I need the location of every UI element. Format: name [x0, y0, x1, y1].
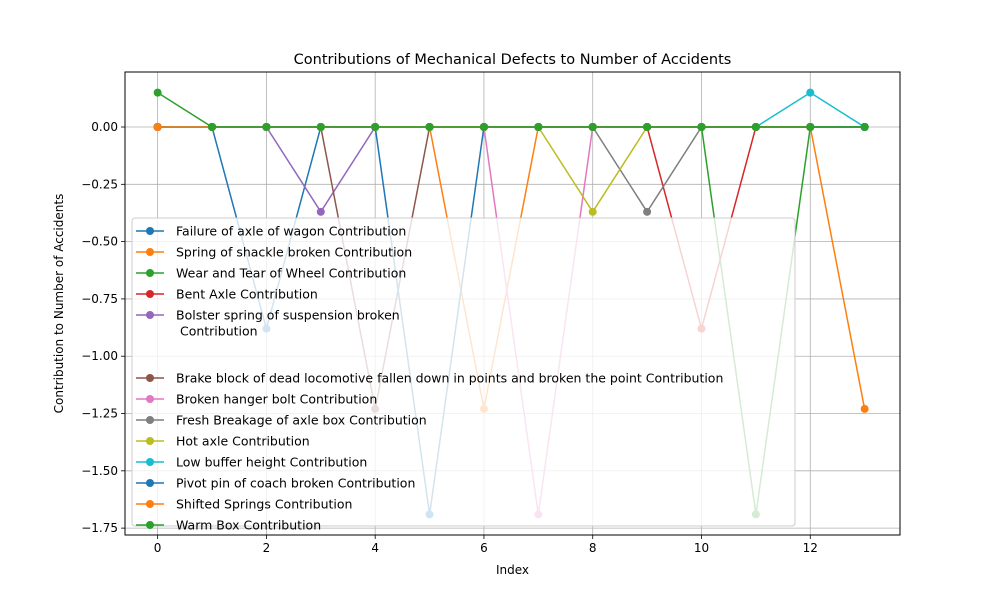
data-point: [316, 123, 325, 132]
y-tick-label: −0.75: [81, 292, 118, 306]
legend-marker: [146, 374, 154, 382]
legend-label: Fresh Breakage of axle box Contribution: [176, 413, 427, 428]
legend-label: Hot axle Contribution: [176, 434, 310, 449]
legend-marker: [146, 500, 154, 508]
legend-marker: [146, 269, 154, 277]
data-point: [262, 123, 271, 132]
x-tick-label: 2: [263, 541, 271, 555]
data-point: [806, 88, 815, 97]
data-point: [153, 123, 162, 132]
legend-marker: [146, 290, 154, 298]
y-axis: 0.00 −0.25 −0.50 −0.75 −1.00 −1.25 −1.50 −1.75: [81, 120, 125, 535]
legend-item: Pivot pin of coach broken Contribution: [136, 476, 415, 491]
legend-item: Warm Box Contribution: [136, 518, 321, 533]
data-point: [751, 123, 760, 132]
legend-box: [131, 217, 796, 527]
legend-marker: [146, 227, 154, 235]
legend-label: Low buffer height Contribution: [176, 455, 367, 470]
legend-label: Bolster spring of suspension broken Cont…: [176, 308, 400, 339]
data-point: [588, 123, 597, 132]
y-axis-title: Contribution to Number of Accidents: [52, 194, 66, 414]
y-tick-label: −1.00: [81, 349, 118, 363]
legend-marker: [146, 458, 154, 466]
data-point: [208, 123, 217, 132]
legend-marker: [146, 395, 154, 403]
legend-label: Pivot pin of coach broken Contribution: [176, 476, 415, 491]
x-axis: 0 2 4 6 8 10 12: [154, 535, 818, 555]
legend-item: Bolster spring of suspension broken Cont…: [136, 308, 400, 339]
legend-label: Bent Axle Contribution: [176, 287, 318, 302]
data-point: [316, 207, 325, 216]
data-point: [643, 123, 652, 132]
legend-item: Low buffer height Contribution: [136, 455, 367, 470]
x-tick-label: 8: [589, 541, 597, 555]
data-point: [371, 123, 380, 132]
data-point: [479, 123, 488, 132]
legend-item: Shifted Springs Contribution: [136, 497, 352, 512]
y-tick-label: −1.25: [81, 407, 118, 421]
legend-marker: [146, 311, 154, 319]
data-point: [534, 123, 543, 132]
legend-label: Brake block of dead locomotive fallen do…: [176, 371, 723, 386]
legend-label: Warm Box Contribution: [176, 518, 321, 533]
legend-marker: [146, 521, 154, 529]
legend-item: Failure of axle of wagon Contribution: [136, 224, 406, 239]
legend-item: Broken hanger bolt Contribution: [136, 392, 377, 407]
y-tick-label: 0.00: [91, 120, 118, 134]
legend-item: Brake block of dead locomotive fallen do…: [136, 371, 723, 386]
data-point: [860, 404, 869, 413]
data-point: [588, 207, 597, 216]
legend-marker: [146, 416, 154, 424]
legend-label: Spring of shackle broken Contribution: [176, 245, 412, 260]
x-tick-label: 12: [803, 541, 818, 555]
y-tick-label: −0.25: [81, 177, 118, 191]
legend-marker: [146, 437, 154, 445]
data-point: [860, 123, 869, 132]
legend-item: Fresh Breakage of axle box Contribution: [136, 413, 427, 428]
legend-item: Wear and Tear of Wheel Contribution: [136, 266, 406, 281]
y-tick-label: −0.50: [81, 235, 118, 249]
legend-marker: [146, 479, 154, 487]
plot-frame: [124, 71, 901, 536]
data-point: [425, 123, 434, 132]
series-13: [153, 88, 869, 132]
data-point: [643, 207, 652, 216]
x-tick-label: 0: [154, 541, 162, 555]
x-tick-label: 10: [694, 541, 709, 555]
legend: Failure of axle of wagon Contribution Sp…: [131, 217, 796, 533]
data-point: [153, 88, 162, 97]
legend-label: Shifted Springs Contribution: [176, 497, 352, 512]
y-tick-label: −1.50: [81, 464, 118, 478]
legend-item: Hot axle Contribution: [136, 434, 310, 449]
x-axis-title: Index: [496, 563, 529, 577]
data-point: [697, 123, 706, 132]
x-tick-label: 4: [371, 541, 379, 555]
legend-item: Spring of shackle broken Contribution: [136, 245, 412, 260]
legend-marker: [146, 248, 154, 256]
data-point: [806, 123, 815, 132]
legend-label: Wear and Tear of Wheel Contribution: [176, 266, 406, 281]
x-tick-label: 6: [480, 541, 488, 555]
legend-label: Broken hanger bolt Contribution: [176, 392, 377, 407]
series-line: [157, 91, 865, 128]
legend-label: Failure of axle of wagon Contribution: [176, 224, 406, 239]
chart-title: Contributions of Mechanical Defects to N…: [294, 52, 732, 68]
y-tick-label: −1.75: [81, 521, 118, 535]
legend-item: Bent Axle Contribution: [136, 287, 318, 302]
